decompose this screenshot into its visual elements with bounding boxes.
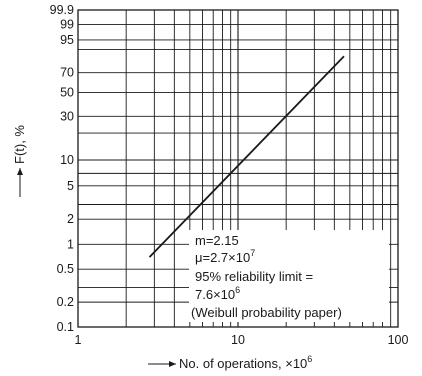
annotation-shape-param: m=2.15 xyxy=(195,233,239,248)
y-axis-label: F(t), % xyxy=(12,125,27,164)
annotation-box: m=2.15 μ=2.7×107 95% reliability limit =… xyxy=(189,230,389,322)
y-tick-label: 99 xyxy=(60,18,74,32)
series-line xyxy=(148,55,345,258)
y-tick-label: 5 xyxy=(67,179,74,193)
annotation-reliability-exp: 6 xyxy=(235,285,240,295)
annotation-background xyxy=(189,230,389,322)
annotation-scale-base: μ=2.7×10 xyxy=(195,250,250,265)
annotation-scale-exp: 7 xyxy=(250,248,255,258)
y-tick-label: 1 xyxy=(67,237,74,251)
x-axis-label: No. of operations, ×106 xyxy=(179,354,312,371)
y-tick-label: 30 xyxy=(60,109,74,123)
x-tick-label: 1 xyxy=(75,333,82,347)
x-tick-labels: 1 10 100 xyxy=(75,333,409,347)
y-tick-label: 10 xyxy=(60,153,74,167)
y-tick-label: 99.9 xyxy=(50,3,74,17)
y-tick-label: 0.5 xyxy=(57,262,74,276)
y-tick-label: 2 xyxy=(67,212,74,226)
y-tick-label: 95 xyxy=(60,33,74,47)
y-tick-label: 0.1 xyxy=(57,320,74,334)
y-tick-label: 70 xyxy=(60,66,74,80)
y-tick-label: 50 xyxy=(60,85,74,99)
series-group xyxy=(148,55,345,258)
y-tick-label: 0.2 xyxy=(57,295,74,309)
annotation-reliability-base: 7.6×10 xyxy=(195,287,235,302)
x-axis-label-exp: 6 xyxy=(307,354,312,364)
y-axis-label-group: F(t), % xyxy=(12,125,27,197)
x-tick-label: 10 xyxy=(231,333,245,347)
annotation-reliability-value: 7.6×106 xyxy=(195,285,240,302)
x-axis-label-group: No. of operations, ×106 xyxy=(148,354,312,371)
x-axis-label-text: No. of operations, ×10 xyxy=(179,356,307,371)
annotation-paper-type: (Weibull probability paper) xyxy=(191,305,342,320)
annotation-scale-param: μ=2.7×107 xyxy=(195,248,255,265)
x-tick-label: 100 xyxy=(388,333,409,347)
plot-frame xyxy=(77,9,399,328)
annotation-reliability-label: 95% reliability limit = xyxy=(195,269,313,284)
